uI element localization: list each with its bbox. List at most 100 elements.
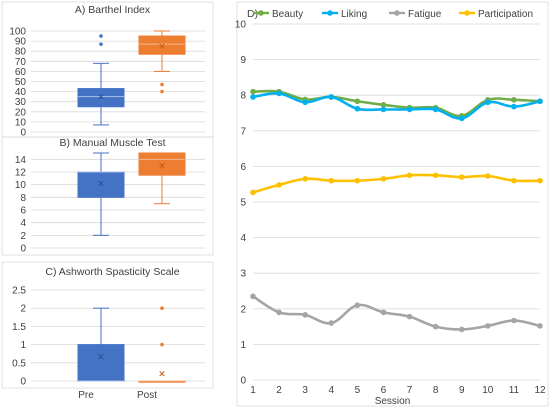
outlier-point bbox=[160, 306, 164, 311]
legend-label: Participation bbox=[478, 9, 533, 20]
y-tick-label: 4 bbox=[20, 218, 26, 229]
x-tick-label: 12 bbox=[534, 385, 546, 396]
data-point-participation bbox=[354, 177, 361, 184]
x-tick-label: 3 bbox=[302, 385, 308, 396]
data-point-liking bbox=[250, 94, 256, 100]
y-tick-label: 10 bbox=[15, 117, 27, 128]
data-point-beauty bbox=[250, 88, 256, 95]
y-tick-label: 8 bbox=[240, 91, 246, 102]
x-tick-label: 7 bbox=[407, 385, 413, 396]
y-tick-label: 6 bbox=[240, 162, 246, 173]
x-tick-label: 5 bbox=[355, 385, 361, 396]
y-tick-label: 100 bbox=[9, 27, 26, 38]
data-point-beauty bbox=[354, 98, 361, 105]
y-tick-label: 0 bbox=[20, 244, 26, 255]
data-point-liking bbox=[354, 105, 361, 112]
data-point-participation bbox=[302, 176, 308, 182]
data-point-fatigue bbox=[406, 313, 413, 320]
data-point-participation bbox=[432, 172, 439, 179]
panel-frame bbox=[1, 136, 214, 256]
mean-marker bbox=[159, 163, 165, 169]
box bbox=[77, 171, 125, 198]
box bbox=[138, 152, 186, 176]
mean-marker bbox=[98, 93, 104, 100]
y-tick-label: 10 bbox=[235, 20, 247, 31]
outlier-point bbox=[160, 342, 164, 347]
y-tick-label: 2 bbox=[240, 304, 246, 315]
y-tick-label: 7 bbox=[240, 126, 246, 137]
box bbox=[77, 344, 125, 382]
data-point-fatigue bbox=[458, 326, 465, 333]
data-point-participation bbox=[511, 177, 517, 184]
data-point-liking bbox=[432, 106, 439, 113]
data-point-participation bbox=[458, 174, 465, 180]
data-point-fatigue bbox=[354, 302, 361, 309]
y-tick-label: 20 bbox=[15, 107, 27, 118]
data-point-participation bbox=[328, 177, 335, 184]
legend-label: Beauty bbox=[272, 9, 303, 20]
data-point-fatigue bbox=[328, 320, 335, 326]
data-point-fatigue bbox=[537, 323, 543, 329]
data-point-liking bbox=[406, 106, 413, 113]
outlier-point bbox=[99, 42, 103, 46]
y-tick-label: 2 bbox=[20, 231, 26, 242]
data-point-liking bbox=[537, 98, 543, 105]
mean-marker bbox=[159, 43, 165, 49]
y-tick-label: 40 bbox=[15, 87, 27, 98]
data-point-liking bbox=[276, 90, 282, 97]
x-tick-label: 10 bbox=[482, 385, 494, 396]
data-point-participation bbox=[537, 177, 543, 184]
x-tick-label: 2 bbox=[276, 385, 282, 396]
series-line-fatigue bbox=[252, 295, 541, 331]
data-point-fatigue bbox=[380, 309, 387, 316]
y-tick-label: 50 bbox=[15, 77, 27, 88]
y-tick-label: 14 bbox=[15, 155, 27, 166]
y-tick-label: 0 bbox=[20, 377, 26, 388]
y-tick-label: 1.5 bbox=[12, 322, 26, 333]
y-tick-label: 90 bbox=[15, 37, 27, 48]
y-tick-label: 10 bbox=[15, 180, 27, 191]
panel-title: A) Barthel Index bbox=[75, 4, 151, 16]
x-axis-label: Session bbox=[375, 396, 411, 407]
data-point-fatigue bbox=[250, 293, 256, 300]
data-point-fatigue bbox=[302, 312, 308, 318]
data-point-fatigue bbox=[432, 323, 439, 330]
legend-label: Fatigue bbox=[408, 9, 442, 20]
y-tick-label: 0 bbox=[20, 128, 26, 139]
data-point-fatigue bbox=[276, 309, 282, 316]
y-tick-label: 5 bbox=[240, 198, 246, 209]
panel-frame bbox=[1, 1, 214, 138]
x-tick-label: 4 bbox=[328, 385, 334, 396]
panel-title: D) bbox=[247, 8, 258, 20]
data-point-liking bbox=[328, 94, 335, 100]
mean-marker bbox=[98, 353, 104, 360]
mean-stroke bbox=[98, 353, 104, 360]
series-line-participation bbox=[252, 173, 541, 194]
y-tick-label: 8 bbox=[20, 193, 26, 204]
mean-stroke bbox=[159, 43, 165, 49]
mean-marker bbox=[98, 180, 104, 187]
box bbox=[138, 35, 186, 55]
x-tick-label: 1 bbox=[250, 385, 256, 396]
y-tick-label: 12 bbox=[15, 168, 27, 179]
data-point-participation bbox=[380, 176, 387, 182]
y-tick-label: 3 bbox=[240, 269, 246, 280]
data-point-liking bbox=[302, 99, 308, 106]
y-tick-label: 0.5 bbox=[12, 358, 26, 369]
outlier-point bbox=[160, 89, 164, 94]
data-point-liking bbox=[380, 106, 387, 113]
data-point-participation bbox=[276, 182, 282, 188]
x-tick-label: 6 bbox=[381, 385, 387, 396]
panel-frame bbox=[236, 1, 549, 407]
mean-stroke bbox=[98, 180, 104, 187]
legend-swatch-marker bbox=[464, 10, 470, 16]
data-point-participation bbox=[250, 189, 256, 196]
y-tick-label: 60 bbox=[15, 67, 27, 78]
mean-stroke bbox=[159, 163, 165, 169]
y-tick-label: 9 bbox=[240, 55, 246, 66]
legend-swatch-marker bbox=[258, 10, 264, 16]
data-point-beauty bbox=[511, 97, 517, 103]
x-category-label: Pre bbox=[78, 390, 94, 401]
y-tick-label: 70 bbox=[15, 57, 27, 68]
